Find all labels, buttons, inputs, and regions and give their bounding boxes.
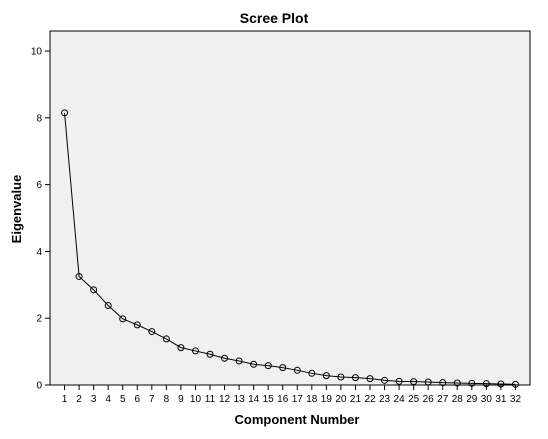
data-points: [61, 109, 519, 388]
x-tick-label: 23: [379, 394, 391, 405]
data-point: [410, 378, 418, 386]
x-tick-label: 8: [164, 394, 170, 405]
y-tick-label: 8: [36, 113, 42, 124]
x-tick-label: 19: [321, 394, 333, 405]
data-point: [482, 380, 490, 388]
data-point: [293, 366, 301, 374]
x-tick-label: 27: [437, 394, 449, 405]
data-point: [177, 344, 185, 352]
y-tick-label: 4: [36, 247, 42, 258]
x-tick-label: 32: [510, 394, 522, 405]
y-tick-label: 6: [36, 180, 42, 191]
x-tick-label: 5: [120, 394, 126, 405]
x-tick-label: 6: [134, 394, 140, 405]
data-point: [351, 374, 359, 382]
x-tick-label: 20: [335, 394, 347, 405]
data-point: [366, 375, 374, 383]
data-point: [148, 328, 156, 336]
x-tick-label: 14: [248, 394, 260, 405]
data-point: [497, 380, 505, 388]
x-tick-label: 31: [495, 394, 507, 405]
data-point: [104, 302, 112, 310]
x-tick-label: 2: [76, 394, 82, 405]
data-point: [511, 380, 519, 388]
x-tick-label: 16: [277, 394, 289, 405]
x-tick-label: 11: [205, 394, 216, 405]
x-tick-label: 1: [62, 394, 68, 405]
y-tick-label: 2: [36, 314, 42, 325]
data-point: [468, 379, 476, 387]
x-axis-label: Component Number: [235, 412, 360, 427]
x-tick-label: 4: [105, 394, 111, 405]
x-tick-label: 7: [149, 394, 155, 405]
x-tick-label: 30: [481, 394, 493, 405]
data-point: [235, 357, 243, 365]
x-tick-label: 24: [394, 394, 406, 405]
plot-area: [49, 30, 531, 386]
data-point: [395, 377, 403, 385]
y-axis-label: Eigenvalue: [9, 175, 24, 244]
data-point: [381, 376, 389, 384]
data-point: [206, 350, 214, 358]
x-tick-label: 15: [263, 394, 275, 405]
data-point: [453, 379, 461, 387]
x-tick-label: 28: [452, 394, 464, 405]
x-tick-label: 17: [292, 394, 304, 405]
data-point: [191, 347, 199, 355]
data-point: [162, 335, 170, 343]
data-point: [279, 364, 287, 372]
x-tick-label: 9: [178, 394, 184, 405]
data-point: [337, 373, 345, 381]
data-point: [75, 272, 83, 280]
y-tick-label: 10: [31, 47, 43, 58]
x-tick-label: 18: [306, 394, 318, 405]
data-point: [221, 354, 229, 362]
x-tick-label: 25: [408, 394, 420, 405]
data-point: [61, 109, 69, 117]
data-point: [250, 360, 258, 368]
x-tick-label: 26: [423, 394, 435, 405]
data-point: [439, 379, 447, 387]
data-point: [119, 315, 127, 323]
y-tick-label: 0: [36, 381, 42, 392]
x-tick-label: 12: [219, 394, 231, 405]
data-point: [424, 378, 432, 386]
chart-title: Scree Plot: [240, 10, 309, 26]
data-point: [90, 286, 98, 294]
y-axis: 0 2 4 6 8 10: [31, 47, 50, 392]
data-point: [322, 372, 330, 380]
x-tick-label: 3: [91, 394, 97, 405]
x-tick-label: 29: [466, 394, 478, 405]
data-point: [133, 321, 141, 329]
data-point: [264, 362, 272, 370]
x-axis: 1 2 3 4 5 6 7 8 9 10 11 12 13 14 15 16 17 18 19 20 21 22 23 24 2…: [62, 385, 522, 405]
x-tick-label: 21: [350, 394, 362, 405]
x-tick-label: 13: [234, 394, 246, 405]
x-tick-label: 22: [364, 394, 376, 405]
data-point: [308, 369, 316, 377]
x-tick-label: 10: [190, 394, 202, 405]
